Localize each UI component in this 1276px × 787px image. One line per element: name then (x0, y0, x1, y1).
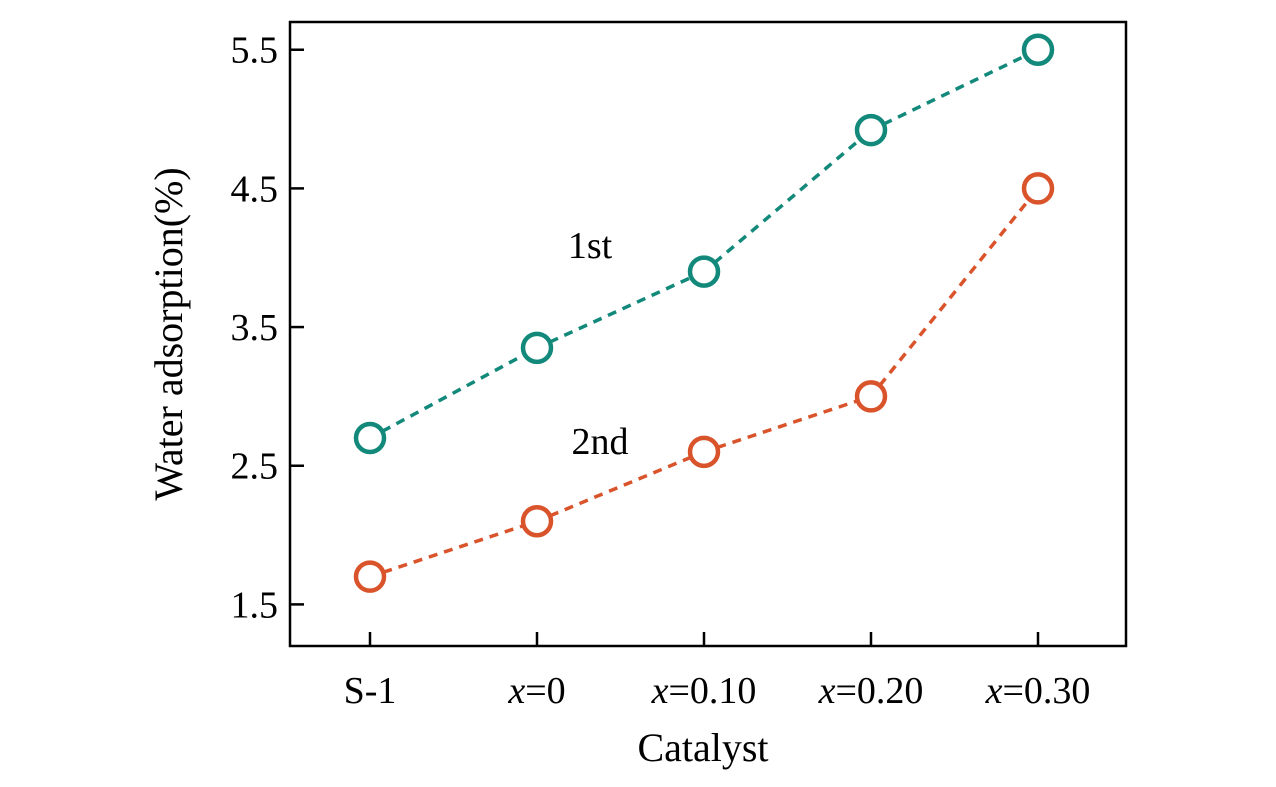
series-1-point (854, 113, 888, 147)
series-1-point (1021, 33, 1055, 66)
series-2-point (1021, 172, 1055, 205)
series-1-point (520, 331, 554, 365)
plot-frame (288, 20, 1128, 648)
series-2-point (353, 560, 387, 593)
series-1-segment (381, 352, 526, 433)
y-tick-label: 5.5 (231, 30, 279, 72)
series-label-1st: 1st (568, 225, 613, 267)
series-2-segment (549, 455, 692, 518)
x-axis-title: Catalyst (637, 725, 768, 770)
series-layer (353, 33, 1055, 593)
y-axis-title: Water adsorption(%) (146, 167, 191, 500)
series-2-point (854, 380, 888, 413)
x-tick-label: x=0 (507, 670, 565, 712)
series-2-segment (878, 198, 1031, 387)
x-axis: S-1 x=0 x=0.10 x=0.20 x=0.30 (344, 632, 1091, 712)
series-2-segment (382, 523, 525, 574)
series-1-point (353, 421, 387, 455)
series-2-point (520, 504, 554, 538)
series-1-segment (713, 137, 862, 264)
y-tick-label: 2.5 (231, 446, 279, 488)
y-tick-label: 4.5 (231, 168, 279, 210)
y-tick-label: 3.5 (231, 307, 279, 349)
y-axis: 1.5 2.5 3.5 4.5 5.5 (231, 30, 304, 626)
series-1-segment (549, 275, 692, 344)
series-1-segment (882, 54, 1027, 126)
series-2-segment (716, 399, 859, 450)
x-tick-label: S-1 (344, 670, 397, 712)
series-1-point (687, 255, 721, 288)
series-label-2nd: 2nd (572, 421, 629, 463)
x-tick-label: x=0.20 (818, 670, 924, 712)
series-2-point (687, 435, 721, 469)
x-tick-label: x=0.30 (985, 670, 1091, 712)
y-tick-label: 1.5 (231, 584, 279, 626)
x-tick-label: x=0.10 (651, 670, 757, 712)
